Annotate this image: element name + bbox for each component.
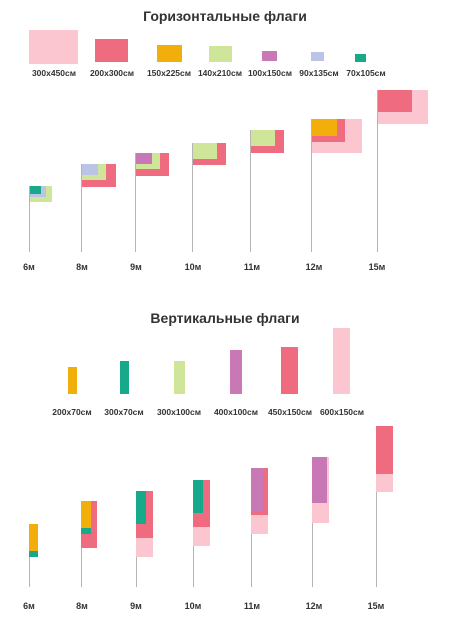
legend-label: 300х70см xyxy=(104,407,144,417)
legend-label: 400х100см xyxy=(213,407,259,417)
legend-label: 600х150см xyxy=(319,407,365,417)
legend-swatch-90x135 xyxy=(311,52,324,61)
legend-label: 140х210см xyxy=(197,68,243,78)
pole-height-label: 11м xyxy=(243,601,261,611)
legend-swatch-100x150 xyxy=(262,51,277,61)
legend-label: 200х70см xyxy=(52,407,92,417)
pole-height-label: 15м xyxy=(367,601,385,611)
flagpole xyxy=(311,119,312,252)
legend-label: 100х150см xyxy=(247,68,293,78)
pole-height-label: 8м xyxy=(76,601,88,611)
legend-label: 150х225см xyxy=(146,68,192,78)
pole-height-label: 8м xyxy=(76,262,88,272)
flagpole xyxy=(29,186,30,252)
legend-swatch-450x150 xyxy=(281,347,298,394)
flag-200x300 xyxy=(378,90,412,112)
legend-swatch-200x300 xyxy=(95,39,128,62)
pole-height-label: 11м xyxy=(243,262,261,272)
legend-label: 200х300см xyxy=(89,68,135,78)
legend-label: 300х100см xyxy=(156,407,202,417)
flagpole xyxy=(376,426,377,587)
flag-100x150 xyxy=(136,153,152,164)
legend-swatch-70x105 xyxy=(355,54,366,62)
pole-height-label: 12м xyxy=(305,262,323,272)
flag-300x70 xyxy=(81,528,91,534)
flag-450x150 xyxy=(376,426,393,474)
flagpole xyxy=(377,90,378,252)
flag-140x210 xyxy=(193,143,217,159)
horizontal-title: Горизонтальные флаги xyxy=(143,8,307,24)
pole-height-label: 12м xyxy=(305,601,323,611)
legend-label: 90х135см xyxy=(299,68,339,78)
pole-height-label: 9м xyxy=(130,601,142,611)
flagpole xyxy=(250,130,251,252)
pole-height-label: 10м xyxy=(184,262,202,272)
pole-height-label: 9м xyxy=(130,262,142,272)
pole-height-label: 6м xyxy=(23,262,35,272)
flag-150x225 xyxy=(312,119,337,136)
flag-200x70 xyxy=(29,524,38,551)
flag-200x70 xyxy=(81,501,91,528)
flag-90x135 xyxy=(82,164,98,175)
legend-swatch-600x150 xyxy=(333,328,350,394)
legend-swatch-140x210 xyxy=(209,46,232,62)
flag-300x70 xyxy=(193,480,203,513)
flag-400x100 xyxy=(312,457,327,503)
flag-300x70 xyxy=(29,551,38,557)
legend-swatch-400x100 xyxy=(230,350,242,394)
pole-height-label: 15м xyxy=(368,262,386,272)
legend-label: 450х150см xyxy=(267,407,313,417)
legend-label: 70х105см xyxy=(346,68,386,78)
legend-swatch-300x70 xyxy=(120,361,129,394)
flagpole xyxy=(192,143,193,252)
pole-height-label: 10м xyxy=(184,601,202,611)
pole-height-label: 6м xyxy=(23,601,35,611)
legend-label: 300х450см xyxy=(31,68,77,78)
legend-swatch-200x70 xyxy=(68,367,77,394)
legend-swatch-300x100 xyxy=(174,361,185,394)
flag-400x100 xyxy=(251,468,263,512)
legend-swatch-150x225 xyxy=(157,45,182,62)
flag-140x210 xyxy=(251,130,275,146)
flagpole xyxy=(135,153,136,252)
flag-70x105 xyxy=(30,186,41,194)
flag-300x70 xyxy=(136,491,146,524)
legend-swatch-300x450 xyxy=(29,30,78,64)
flagpole xyxy=(81,164,82,252)
vertical-title: Вертикальные флаги xyxy=(150,310,300,326)
